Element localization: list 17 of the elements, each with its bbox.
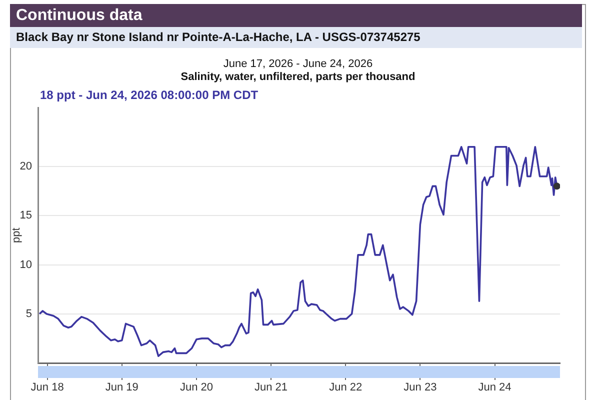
y-axis-title: ppt — [10, 228, 23, 243]
text: 18 ppt - Jun 24, 2026 08:00:00 PM CDT — [40, 88, 258, 102]
x-tick-label: Jun 18 — [30, 382, 64, 394]
x-tick-label: Jun 19 — [105, 382, 138, 394]
chart-title: Continuous data — [10, 4, 582, 27]
y-tick-label: 5 — [26, 308, 32, 320]
x-tick-label: Jun 24 — [478, 382, 512, 394]
y-tick-label: 10 — [20, 258, 32, 271]
chart-subtitle: Black Bay nr Stone Island nr Pointe-A-La-Hache, LA - USGS-073745275 — [10, 27, 582, 48]
text: June 17, 2026 - June 24, 2026 — [222, 58, 374, 71]
x-tick-label: Jun 21 — [254, 382, 288, 394]
text: Salinity, water, unfiltered, parts per thousand — [180, 71, 416, 84]
y-tick-label: 15 — [20, 210, 32, 222]
x-tick-label: Jun 23 — [404, 382, 437, 394]
y-tick-label: 20 — [20, 160, 32, 173]
x-tick-label: Jun 20 — [180, 382, 213, 394]
x-tick-label: Jun 22 — [329, 382, 362, 394]
